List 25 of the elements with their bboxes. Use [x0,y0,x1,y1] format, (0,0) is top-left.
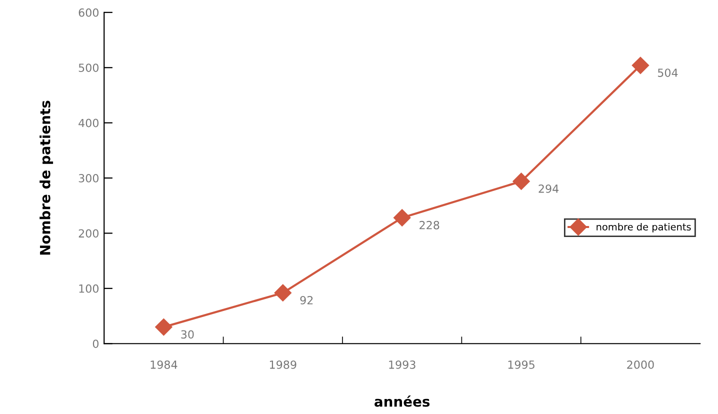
data-label: 30 [181,330,194,339]
y-tick-label: 300 [78,174,99,182]
data-label: 294 [538,184,559,193]
data-label: 504 [658,68,678,77]
data-label: 228 [420,220,440,230]
x-tick-label: 1995 [508,360,534,369]
x-tick-label: 1989 [270,360,296,369]
y-tick-label: 600 [78,8,99,17]
point [632,56,650,74]
point [155,318,172,336]
x-axis-title: années [374,395,430,407]
x-tick-label: 1984 [150,360,178,369]
y-tick-label: 400 [78,118,99,128]
y-tick-label: 200 [78,229,99,238]
y-axis-title: Nombre de patients [40,100,54,255]
x-tick-label: 2000 [627,360,654,369]
y-tick-label: 0 [92,340,99,348]
y-tick-label: 500 [78,64,99,72]
y-tick-label: 100 [79,284,99,293]
point [512,172,530,190]
legend-label: nombre de patients [596,222,691,232]
point [394,209,411,226]
data-label: 92 [300,296,313,304]
point [274,284,292,302]
x-tick-label: 1993 [389,360,416,369]
